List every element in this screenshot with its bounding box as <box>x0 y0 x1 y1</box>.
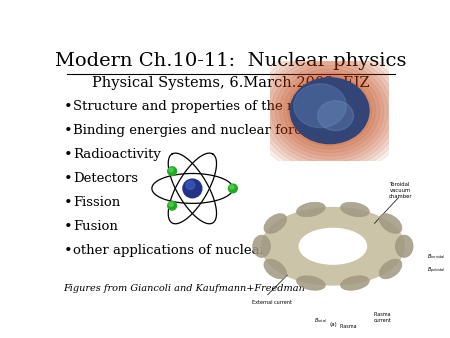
Circle shape <box>169 168 173 172</box>
Circle shape <box>169 202 173 207</box>
Text: $B_{poloidal}$: $B_{poloidal}$ <box>427 266 446 276</box>
Text: •: • <box>64 196 72 210</box>
Circle shape <box>275 65 384 156</box>
Circle shape <box>230 185 234 189</box>
Ellipse shape <box>341 276 369 290</box>
Text: Radioactivity: Radioactivity <box>73 148 161 161</box>
Text: Structure and properties of the nucleus: Structure and properties of the nucleus <box>73 100 338 114</box>
Text: Fission: Fission <box>73 196 120 209</box>
Circle shape <box>294 84 346 128</box>
Circle shape <box>279 69 380 152</box>
Circle shape <box>271 62 388 160</box>
Ellipse shape <box>261 208 404 285</box>
Circle shape <box>229 184 237 193</box>
Text: •: • <box>64 220 72 234</box>
Ellipse shape <box>297 276 325 290</box>
Circle shape <box>288 76 372 146</box>
Text: Fusion: Fusion <box>73 220 118 233</box>
Text: •: • <box>64 244 72 258</box>
Circle shape <box>267 58 392 163</box>
Text: Plasma
current: Plasma current <box>374 312 392 322</box>
Ellipse shape <box>297 202 325 217</box>
Circle shape <box>290 78 369 144</box>
Text: •: • <box>64 124 72 138</box>
Ellipse shape <box>264 214 287 233</box>
Circle shape <box>259 52 400 170</box>
Circle shape <box>318 101 354 131</box>
Text: other applications of nuclear physics: other applications of nuclear physics <box>73 244 320 257</box>
Ellipse shape <box>253 235 270 258</box>
Text: Detectors: Detectors <box>73 172 138 185</box>
Ellipse shape <box>299 228 367 264</box>
Circle shape <box>284 72 376 149</box>
Text: Toroidal
vacuum
chamber: Toroidal vacuum chamber <box>388 182 412 199</box>
Text: •: • <box>64 148 72 162</box>
Circle shape <box>292 79 368 142</box>
Text: •: • <box>64 100 72 115</box>
Circle shape <box>308 93 351 129</box>
Circle shape <box>168 201 176 210</box>
Circle shape <box>183 179 202 198</box>
Text: $B_{toroidal}$: $B_{toroidal}$ <box>428 252 446 261</box>
Circle shape <box>186 181 195 189</box>
Ellipse shape <box>264 259 287 279</box>
Circle shape <box>304 89 355 132</box>
Text: Binding energies and nuclear forces: Binding energies and nuclear forces <box>73 124 316 137</box>
Text: Modern Ch.10-11:  Nuclear physics: Modern Ch.10-11: Nuclear physics <box>55 52 406 70</box>
Text: (a): (a) <box>329 321 337 327</box>
Ellipse shape <box>379 259 402 279</box>
Text: Plasma: Plasma <box>340 323 358 329</box>
Text: $B_{total}$: $B_{total}$ <box>315 316 328 325</box>
Ellipse shape <box>341 202 369 217</box>
Text: Physical Systems, 6.March.2003  EJZ: Physical Systems, 6.March.2003 EJZ <box>92 76 369 91</box>
Ellipse shape <box>379 214 402 233</box>
Circle shape <box>296 82 363 139</box>
Circle shape <box>300 86 359 136</box>
Text: •: • <box>64 172 72 186</box>
Circle shape <box>255 48 404 173</box>
Circle shape <box>168 167 176 175</box>
Text: External current: External current <box>252 300 292 305</box>
Circle shape <box>251 45 408 176</box>
Ellipse shape <box>395 235 413 258</box>
Text: Figures from Giancoli and Kaufmann+Freedman: Figures from Giancoli and Kaufmann+Freed… <box>63 284 305 293</box>
Circle shape <box>263 55 396 166</box>
